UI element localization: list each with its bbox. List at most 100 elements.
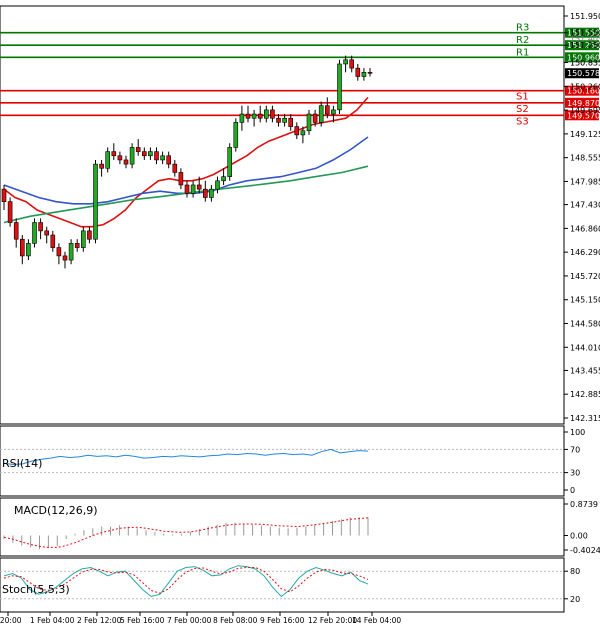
y-tick-label: 146.860 bbox=[570, 224, 600, 233]
macd-tick-label: -0.4024 bbox=[570, 546, 600, 555]
x-tick-label: un 20:00 bbox=[0, 616, 22, 625]
candle bbox=[56, 247, 62, 257]
y-tick-label: 144.010 bbox=[570, 343, 600, 352]
candle bbox=[343, 59, 348, 65]
macd-label: MACD(12,26,9) bbox=[14, 504, 98, 517]
pivot-price-box bbox=[565, 27, 599, 38]
ma-green-line bbox=[3, 165, 369, 224]
pivot-label-r2: R2 bbox=[516, 35, 529, 46]
candle bbox=[245, 113, 251, 119]
candle bbox=[203, 188, 208, 198]
y-tick-label: 150.835 bbox=[570, 59, 600, 68]
pivot-price-label: 149.570 bbox=[567, 111, 600, 120]
stoch-label: Stoch(5,5,3) bbox=[2, 583, 70, 596]
candle bbox=[178, 172, 184, 186]
candle bbox=[233, 122, 239, 148]
candle bbox=[318, 105, 324, 123]
candle bbox=[26, 243, 31, 257]
pivot-label-r3: R3 bbox=[516, 23, 529, 34]
candle bbox=[105, 151, 110, 169]
candle bbox=[263, 109, 269, 119]
pivot-price-label: 150.960 bbox=[567, 53, 600, 62]
candle bbox=[111, 151, 117, 157]
candle bbox=[288, 117, 294, 127]
pivot-price-box bbox=[565, 97, 599, 108]
candle bbox=[172, 163, 178, 173]
rsi-label: RSI(14) bbox=[2, 457, 42, 470]
candle bbox=[355, 67, 361, 77]
candle bbox=[135, 147, 141, 152]
y-tick-label: 147.985 bbox=[570, 177, 600, 186]
candle bbox=[312, 113, 318, 123]
candle bbox=[123, 159, 129, 165]
pivot-label-s3: S3 bbox=[516, 116, 529, 127]
y-tick-label: 149.125 bbox=[570, 130, 600, 139]
candle bbox=[38, 222, 43, 232]
pivot-price-label: 150.160 bbox=[567, 87, 600, 96]
candle bbox=[13, 222, 19, 240]
y-tick-label: 149.695 bbox=[570, 106, 600, 115]
candle bbox=[331, 109, 336, 115]
x-tick-label: 8 Feb 08:00 bbox=[213, 616, 258, 625]
pivot-price-label: 151.250 bbox=[567, 41, 600, 50]
rsi-line bbox=[3, 448, 369, 466]
x-tick-label: 12 Feb 20:00 bbox=[308, 616, 357, 625]
x-tick-label: 1 Feb 04:00 bbox=[30, 616, 75, 625]
faded-price-label: 151.405 bbox=[570, 35, 600, 44]
last-price-box bbox=[565, 68, 599, 79]
main-panel bbox=[0, 5, 565, 425]
candle bbox=[349, 59, 355, 69]
y-tick-label: 142.885 bbox=[570, 390, 600, 399]
candle bbox=[227, 147, 232, 177]
candle bbox=[209, 188, 214, 198]
candle bbox=[270, 109, 275, 119]
rsi-tick-label: 70 bbox=[570, 445, 580, 454]
y-tick-label: 142.315 bbox=[570, 414, 600, 423]
candle bbox=[19, 238, 25, 257]
y-tick-label: 143.455 bbox=[570, 366, 600, 375]
candle bbox=[190, 184, 196, 194]
pivot-price-box bbox=[565, 85, 599, 96]
pivot-price-box bbox=[565, 110, 599, 121]
pivot-price-box bbox=[565, 40, 599, 51]
candle bbox=[221, 176, 226, 182]
pivot-label-s1: S1 bbox=[516, 92, 529, 103]
candle bbox=[257, 113, 263, 119]
candle bbox=[160, 155, 165, 161]
y-tick-label: 148.555 bbox=[570, 154, 600, 163]
candle bbox=[184, 184, 190, 194]
candle bbox=[239, 113, 245, 123]
macd-tick-label: 0.8739 bbox=[570, 500, 598, 509]
rsi-tick-label: 0 bbox=[570, 486, 575, 495]
pivot-price-label: 149.870 bbox=[567, 99, 600, 108]
stoch-panel bbox=[0, 557, 565, 613]
candle bbox=[74, 243, 80, 248]
candle bbox=[81, 230, 86, 248]
candle bbox=[32, 222, 37, 244]
x-tick-label: 7 Feb 00:00 bbox=[167, 616, 212, 625]
pivot-price-label: 151.550 bbox=[567, 29, 600, 38]
candle bbox=[148, 151, 153, 157]
candle bbox=[367, 72, 373, 74]
candle bbox=[361, 72, 367, 77]
candle bbox=[166, 155, 171, 165]
candle bbox=[306, 113, 312, 132]
y-tick-label: 150.260 bbox=[570, 83, 600, 92]
y-tick-label: 145.150 bbox=[570, 296, 600, 305]
candle bbox=[337, 63, 342, 111]
y-tick-label: 151.250 bbox=[570, 41, 600, 50]
y-tick-label: 145.720 bbox=[570, 272, 600, 281]
stoch-signal-line bbox=[3, 567, 369, 594]
candle bbox=[154, 151, 159, 161]
macd-panel bbox=[0, 497, 565, 557]
candle bbox=[276, 117, 281, 123]
x-tick-label: 14 Feb 04:00 bbox=[352, 616, 401, 625]
candle bbox=[117, 155, 123, 161]
y-tick-label: 151.950 bbox=[570, 12, 600, 21]
rsi-tick-label: 100 bbox=[570, 428, 585, 437]
x-tick-label: 5 Feb 16:00 bbox=[120, 616, 165, 625]
x-tick-label: 9 Feb 16:00 bbox=[260, 616, 305, 625]
rsi-tick-label: 30 bbox=[570, 469, 580, 478]
